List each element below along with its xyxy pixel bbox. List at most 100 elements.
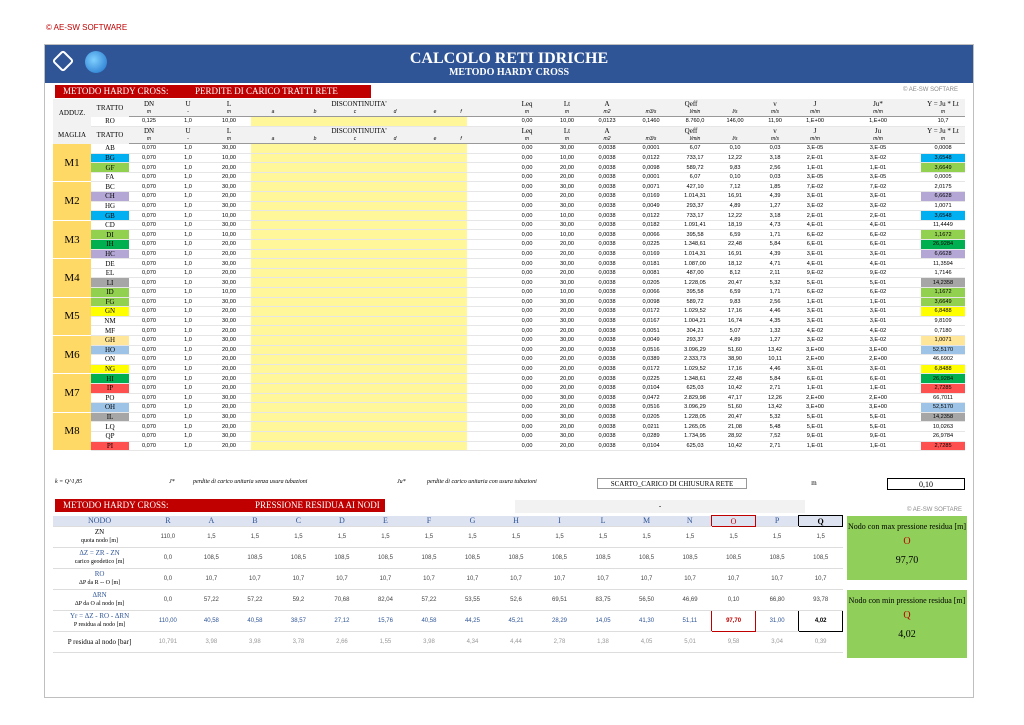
discontinuity-input[interactable] (415, 393, 455, 404)
discontinuity-input[interactable] (375, 220, 415, 231)
discontinuity-input[interactable] (295, 431, 335, 442)
discontinuity-input[interactable] (335, 383, 375, 394)
discontinuity-input[interactable] (455, 287, 468, 298)
discontinuity-input[interactable] (335, 354, 375, 365)
discontinuity-input[interactable] (335, 373, 375, 384)
discontinuity-input[interactable] (335, 335, 375, 346)
discontinuity-input[interactable] (455, 181, 468, 193)
discontinuity-input[interactable] (295, 412, 335, 423)
discontinuity-input[interactable] (375, 181, 415, 193)
discontinuity-input[interactable] (375, 306, 415, 317)
discontinuity-input[interactable] (295, 316, 335, 327)
discontinuity-input[interactable] (295, 393, 335, 404)
discontinuity-input[interactable] (251, 412, 295, 423)
discontinuity-input[interactable] (415, 345, 455, 356)
discontinuity-input[interactable] (415, 220, 455, 231)
discontinuity-input[interactable] (375, 162, 415, 173)
discontinuity-input[interactable] (375, 412, 415, 423)
discontinuity-input[interactable] (251, 335, 295, 346)
discontinuity-input[interactable] (415, 364, 455, 375)
discontinuity-input[interactable] (251, 297, 295, 308)
discontinuity-input[interactable] (251, 258, 295, 269)
discontinuity-input[interactable] (415, 325, 455, 336)
discontinuity-input[interactable] (375, 229, 415, 241)
discontinuity-input[interactable] (455, 116, 468, 127)
discontinuity-input[interactable] (415, 210, 455, 221)
discontinuity-input[interactable] (251, 325, 295, 336)
discontinuity-input[interactable] (455, 412, 468, 423)
discontinuity-input[interactable] (295, 258, 335, 269)
discontinuity-input[interactable] (455, 153, 468, 164)
discontinuity-input[interactable] (335, 421, 375, 432)
discontinuity-input[interactable] (455, 316, 468, 327)
scarto-value-input[interactable]: 0,10 (887, 478, 965, 490)
discontinuity-input[interactable] (335, 393, 375, 404)
discontinuity-input[interactable] (251, 181, 295, 193)
discontinuity-input[interactable] (455, 239, 468, 250)
discontinuity-input[interactable] (375, 421, 415, 432)
discontinuity-input[interactable] (251, 287, 295, 298)
discontinuity-input[interactable] (455, 345, 468, 356)
discontinuity-input[interactable] (415, 306, 455, 317)
discontinuity-input[interactable] (455, 354, 468, 365)
discontinuity-input[interactable] (415, 431, 455, 442)
discontinuity-input[interactable] (375, 316, 415, 327)
discontinuity-input[interactable] (295, 162, 335, 173)
discontinuity-input[interactable] (375, 441, 415, 452)
discontinuity-input[interactable] (251, 441, 295, 452)
discontinuity-input[interactable] (415, 239, 455, 250)
discontinuity-input[interactable] (335, 412, 375, 423)
discontinuity-input[interactable] (375, 325, 415, 336)
discontinuity-input[interactable] (251, 172, 295, 183)
discontinuity-input[interactable] (415, 421, 455, 432)
discontinuity-input[interactable] (375, 335, 415, 346)
discontinuity-input[interactable] (375, 201, 415, 212)
discontinuity-input[interactable] (295, 210, 335, 221)
discontinuity-input[interactable] (415, 201, 455, 212)
discontinuity-input[interactable] (251, 162, 295, 173)
discontinuity-input[interactable] (251, 239, 295, 250)
discontinuity-input[interactable] (375, 373, 415, 384)
discontinuity-input[interactable] (375, 239, 415, 250)
discontinuity-input[interactable] (415, 229, 455, 241)
discontinuity-input[interactable] (251, 220, 295, 231)
discontinuity-input[interactable] (251, 153, 295, 164)
discontinuity-input[interactable] (295, 201, 335, 212)
discontinuity-input[interactable] (295, 325, 335, 336)
discontinuity-input[interactable] (335, 229, 375, 241)
discontinuity-input[interactable] (295, 421, 335, 432)
discontinuity-input[interactable] (455, 277, 468, 288)
discontinuity-input[interactable] (295, 441, 335, 452)
discontinuity-input[interactable] (415, 162, 455, 173)
discontinuity-input[interactable] (335, 325, 375, 336)
discontinuity-input[interactable] (455, 229, 468, 241)
discontinuity-input[interactable] (455, 220, 468, 231)
discontinuity-input[interactable] (295, 116, 335, 127)
discontinuity-input[interactable] (335, 172, 375, 183)
discontinuity-input[interactable] (295, 306, 335, 317)
discontinuity-input[interactable] (251, 364, 295, 375)
discontinuity-input[interactable] (455, 383, 468, 394)
discontinuity-input[interactable] (251, 402, 295, 413)
discontinuity-input[interactable] (335, 162, 375, 173)
discontinuity-input[interactable] (295, 239, 335, 250)
discontinuity-input[interactable] (251, 431, 295, 442)
discontinuity-input[interactable] (455, 210, 468, 221)
discontinuity-input[interactable] (415, 316, 455, 327)
discontinuity-input[interactable] (375, 297, 415, 308)
discontinuity-input[interactable] (335, 239, 375, 250)
discontinuity-input[interactable] (455, 431, 468, 442)
discontinuity-input[interactable] (455, 335, 468, 346)
discontinuity-input[interactable] (455, 162, 468, 173)
discontinuity-input[interactable] (335, 116, 375, 127)
discontinuity-input[interactable] (335, 191, 375, 202)
discontinuity-input[interactable] (455, 402, 468, 413)
discontinuity-input[interactable] (375, 364, 415, 375)
discontinuity-input[interactable] (295, 153, 335, 164)
discontinuity-input[interactable] (455, 191, 468, 202)
discontinuity-input[interactable] (455, 201, 468, 212)
discontinuity-input[interactable] (335, 316, 375, 327)
discontinuity-input[interactable] (295, 383, 335, 394)
discontinuity-input[interactable] (295, 181, 335, 193)
discontinuity-input[interactable] (415, 335, 455, 346)
